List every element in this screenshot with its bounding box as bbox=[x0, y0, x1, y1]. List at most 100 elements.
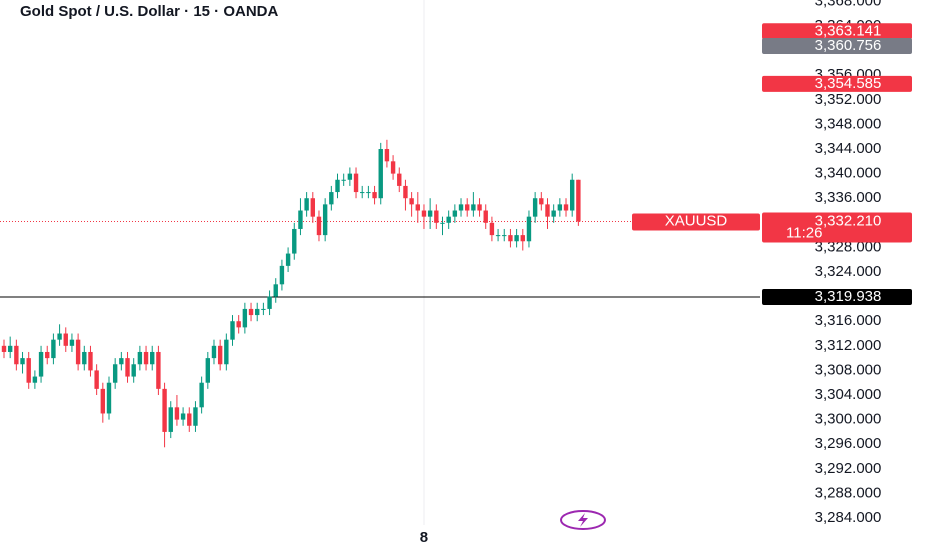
candle-body bbox=[434, 210, 439, 223]
price-label: 3,360.756 bbox=[815, 37, 882, 54]
candle-body bbox=[88, 351, 93, 371]
candle-body bbox=[230, 321, 235, 340]
candle-body bbox=[415, 204, 420, 211]
candle-body bbox=[156, 351, 161, 389]
candle-body bbox=[20, 358, 25, 365]
price-label-box bbox=[762, 288, 912, 305]
candle-body bbox=[137, 351, 143, 365]
symbol-label: XAUUSD bbox=[665, 212, 728, 229]
candle-body bbox=[261, 308, 266, 310]
candle-body bbox=[205, 358, 211, 383]
y-tick-label: 3,296.000 bbox=[815, 435, 882, 452]
candle-body bbox=[421, 210, 427, 217]
candle-body bbox=[526, 216, 532, 242]
candle-body bbox=[576, 179, 581, 222]
y-tick-label: 3,340.000 bbox=[815, 165, 882, 182]
candle-body bbox=[508, 235, 513, 242]
y-tick-label: 3,324.000 bbox=[815, 263, 882, 280]
candle-body bbox=[162, 388, 167, 432]
candle-body bbox=[390, 161, 396, 174]
y-tick-label: 3,288.000 bbox=[815, 484, 882, 501]
candle-body bbox=[520, 235, 525, 242]
candle-body bbox=[569, 179, 575, 211]
price-label-box bbox=[762, 23, 912, 40]
candle-body bbox=[458, 204, 464, 211]
candle-body bbox=[446, 216, 451, 223]
candle-body bbox=[1, 345, 7, 352]
candle-body bbox=[143, 351, 149, 365]
candle-body bbox=[483, 210, 488, 223]
candle-body bbox=[360, 192, 365, 194]
candle-body bbox=[38, 351, 44, 377]
candle-body bbox=[63, 333, 68, 346]
candle-body bbox=[384, 149, 390, 162]
y-tick-label: 3,308.000 bbox=[815, 361, 882, 378]
last-price-label: 3,332.210 bbox=[815, 212, 882, 229]
candle-body bbox=[378, 149, 383, 199]
candle-body bbox=[514, 235, 519, 242]
candle-body bbox=[495, 235, 501, 237]
candle-body bbox=[563, 204, 569, 211]
candle-body bbox=[353, 173, 359, 193]
candle-body bbox=[285, 253, 291, 266]
candle-body bbox=[14, 345, 19, 365]
candle-body bbox=[539, 198, 544, 205]
candle-body bbox=[465, 204, 470, 211]
candle-body bbox=[310, 198, 315, 217]
price-axis: 3,368.0003,364.0003,356.0003,352.0003,34… bbox=[632, 0, 912, 526]
candle-body bbox=[267, 296, 272, 309]
y-tick-label: 3,304.000 bbox=[815, 386, 882, 403]
candle-body bbox=[452, 210, 458, 217]
candle-body bbox=[82, 351, 87, 365]
price-label-box bbox=[762, 37, 912, 54]
candle-body bbox=[242, 308, 248, 328]
candle-body bbox=[255, 308, 260, 316]
candle-body bbox=[329, 192, 334, 205]
y-tick-label: 3,328.000 bbox=[815, 238, 882, 255]
candle-body bbox=[403, 185, 408, 199]
x-tick-label: 8 bbox=[420, 529, 428, 546]
candle-body bbox=[557, 204, 563, 211]
y-tick-label: 3,352.000 bbox=[815, 91, 882, 108]
candle-body bbox=[366, 192, 371, 194]
candle-body bbox=[427, 210, 433, 217]
candle-body bbox=[489, 222, 495, 236]
candle-body bbox=[335, 179, 340, 193]
y-tick-label: 3,348.000 bbox=[815, 115, 882, 132]
candle-body bbox=[273, 284, 278, 297]
candle-body bbox=[131, 364, 136, 377]
candle-body bbox=[7, 345, 13, 352]
candle-body bbox=[26, 358, 31, 383]
candle-body bbox=[322, 204, 328, 236]
y-tick-label: 3,312.000 bbox=[815, 337, 882, 354]
candle-body bbox=[298, 210, 303, 229]
candle-body bbox=[471, 204, 476, 211]
candle-body bbox=[193, 407, 198, 426]
candle-body bbox=[477, 204, 482, 211]
candle-body bbox=[217, 345, 223, 365]
candle-body bbox=[397, 173, 402, 186]
countdown: 11:26 bbox=[786, 224, 822, 241]
candle-body bbox=[75, 339, 81, 365]
y-tick-label: 3,336.000 bbox=[815, 189, 882, 206]
price-label: 3,319.938 bbox=[815, 288, 882, 305]
price-label: 3,354.585 bbox=[815, 75, 882, 92]
candle-body bbox=[502, 235, 507, 237]
chart-title: Gold Spot / U.S. Dollar · 15 · OANDA bbox=[20, 3, 279, 20]
candle-body bbox=[211, 345, 217, 359]
candle-body bbox=[316, 216, 322, 236]
y-tick-label: 3,292.000 bbox=[815, 460, 882, 477]
candle-body bbox=[551, 210, 556, 217]
candle-body bbox=[51, 339, 56, 359]
candle-body bbox=[112, 364, 118, 383]
lightning-icon bbox=[560, 510, 606, 530]
candle-body bbox=[409, 198, 414, 205]
y-tick-label: 3,344.000 bbox=[815, 140, 882, 157]
candle-body bbox=[532, 198, 538, 217]
candle-body bbox=[180, 413, 186, 420]
candle-body bbox=[440, 222, 445, 224]
y-tick-label: 3,300.000 bbox=[815, 411, 882, 428]
candle-body bbox=[292, 228, 297, 254]
